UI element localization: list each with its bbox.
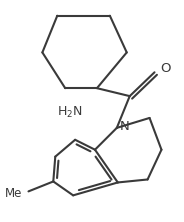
Text: Me: Me bbox=[5, 187, 22, 200]
Text: N: N bbox=[120, 120, 130, 133]
Text: H$_2$N: H$_2$N bbox=[57, 104, 83, 119]
Text: O: O bbox=[160, 62, 171, 75]
